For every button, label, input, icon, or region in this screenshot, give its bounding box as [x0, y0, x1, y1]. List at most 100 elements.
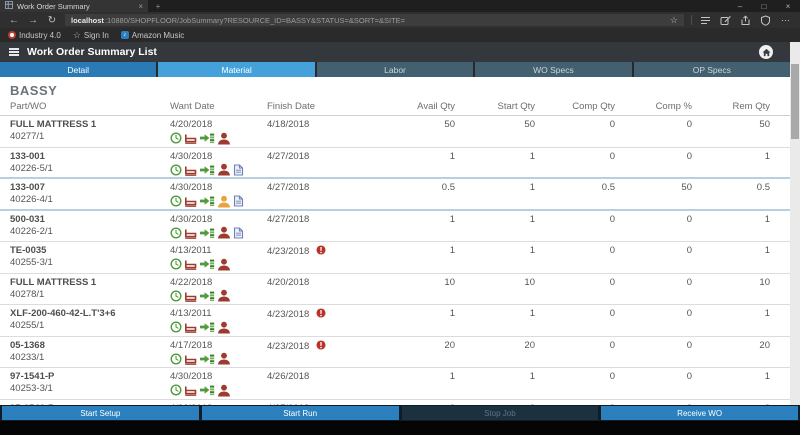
issue-material-icon[interactable] — [199, 132, 215, 144]
tab-wo-specs[interactable]: WO Specs — [475, 62, 632, 77]
comp-pct: 0 — [686, 339, 692, 351]
clock-icon[interactable] — [170, 195, 182, 207]
back-button[interactable]: ← — [9, 14, 19, 26]
clock-icon[interactable] — [170, 384, 182, 396]
table-row[interactable]: FULL MATTRESS 1 40278/1 4/22/2018 — [0, 274, 790, 305]
clock-icon[interactable] — [170, 321, 182, 333]
more-options-icon[interactable]: ⋯ — [781, 14, 790, 25]
want-date: 4/22/2018 — [170, 276, 213, 288]
table-row[interactable]: 133-001 40226-5/1 4/30/2018 — [0, 148, 790, 179]
rem-qty: 1 — [764, 213, 770, 225]
clock-icon[interactable] — [170, 352, 182, 365]
want-date: 4/17/2018 — [170, 339, 213, 351]
clock-icon[interactable] — [170, 258, 182, 270]
issue-material-icon[interactable] — [199, 227, 215, 239]
tab-op-specs[interactable]: OP Specs — [633, 62, 791, 77]
document-icon[interactable] — [233, 226, 244, 239]
browser-tab[interactable]: Work Order Summary × — [0, 0, 148, 12]
issue-material-icon[interactable] — [199, 353, 215, 365]
tab-detail[interactable]: Detail — [0, 62, 157, 77]
favorite-amazon-music[interactable]: ♪ Amazon Music — [120, 31, 184, 40]
tab-labor[interactable]: Labor — [316, 62, 474, 77]
table-row[interactable]: 97-1541-P 40236-4/1 4/30/2018 — [0, 400, 790, 406]
machine-icon[interactable] — [184, 164, 197, 176]
window-maximize-button[interactable]: □ — [761, 1, 767, 11]
part-number: XLF-200-460-42-L.T'3+6 — [10, 308, 116, 319]
new-tab-button[interactable]: + — [155, 1, 161, 11]
table-row[interactable]: 97-1541-P 40253-3/1 4/30/2018 — [0, 368, 790, 400]
wo-number: 40226-4/1 — [10, 194, 53, 206]
machine-icon[interactable] — [184, 321, 197, 333]
forward-button[interactable]: → — [28, 14, 38, 26]
industry-favicon-icon — [8, 31, 16, 39]
operator-person-icon[interactable] — [217, 195, 231, 208]
start-run-button[interactable]: Start Run — [201, 406, 399, 420]
want-date: 4/30/2018 — [170, 371, 213, 382]
part-number: 97-1541-P — [10, 403, 170, 406]
table-row[interactable]: XLF-200-460-42-L.T'3+6 40255/1 4/13/2011 — [0, 305, 790, 337]
refresh-button[interactable]: ↻ — [47, 14, 57, 26]
machine-icon[interactable] — [184, 353, 197, 365]
machine-icon[interactable] — [184, 384, 197, 396]
reading-list-icon[interactable] — [699, 15, 712, 26]
amazon-music-favicon-icon: ♪ — [120, 31, 129, 39]
favorite-star-icon[interactable]: ☆ — [669, 14, 678, 25]
profile-shield-icon[interactable] — [759, 14, 772, 26]
avail-qty: 1 — [449, 308, 455, 319]
stop-job-button[interactable]: Stop Job — [401, 406, 599, 420]
clock-icon[interactable] — [170, 289, 182, 302]
issue-material-icon[interactable] — [199, 290, 215, 302]
scrollbar-thumb[interactable] — [791, 64, 799, 139]
issue-material-icon[interactable] — [199, 384, 215, 396]
machine-icon[interactable] — [184, 227, 197, 239]
hub-icon[interactable] — [739, 15, 752, 26]
table-row[interactable]: 05-1368 40233/1 4/17/2018 — [0, 337, 790, 368]
window-minimize-button[interactable]: – — [737, 1, 743, 11]
receive-wo-button[interactable]: Receive WO — [601, 406, 798, 420]
table-row[interactable]: FULL MATTRESS 1 40277/1 4/20/2018 — [0, 116, 790, 148]
machine-icon[interactable] — [184, 258, 197, 270]
operator-person-icon[interactable] — [217, 163, 231, 176]
machine-icon[interactable] — [184, 195, 197, 207]
operator-person-icon[interactable] — [217, 132, 231, 145]
machine-icon[interactable] — [184, 290, 197, 302]
operator-person-icon[interactable] — [217, 352, 231, 365]
table-row[interactable]: 133-007 40226-4/1 4/30/2018 — [0, 179, 790, 211]
table-row[interactable]: TE-0035 40255-3/1 4/13/2011 — [0, 242, 790, 274]
web-note-icon[interactable] — [719, 15, 732, 26]
window-close-button[interactable]: × — [785, 1, 791, 11]
operator-person-icon[interactable] — [217, 289, 231, 302]
comp-qty: 0 — [609, 150, 615, 162]
scrollbar[interactable] — [790, 42, 800, 421]
home-icon — [761, 48, 771, 56]
col-avail-qty: Avail Qty — [417, 101, 455, 112]
table-body: FULL MATTRESS 1 40277/1 4/20/2018 — [0, 116, 790, 405]
machine-icon[interactable] — [184, 132, 197, 144]
favorite-industry[interactable]: Industry 4.0 — [8, 31, 61, 40]
table-row[interactable]: 500-031 40226-2/1 4/30/2018 — [0, 211, 790, 242]
tab-material[interactable]: Material — [158, 62, 315, 77]
table-header-row: Part/WO Want Date Finish Date Avail Qty … — [0, 101, 790, 116]
tab-close-icon[interactable]: × — [138, 1, 143, 11]
operator-person-icon[interactable] — [217, 384, 231, 397]
issue-material-icon[interactable] — [199, 164, 215, 176]
favorite-sign-in[interactable]: ☆ Sign In — [73, 30, 109, 41]
issue-material-icon[interactable] — [199, 321, 215, 333]
clock-icon[interactable] — [170, 226, 182, 239]
issue-material-icon[interactable] — [199, 258, 215, 270]
operator-person-icon[interactable] — [217, 321, 231, 334]
menu-icon[interactable] — [9, 48, 19, 56]
operator-person-icon[interactable] — [217, 258, 231, 271]
document-icon[interactable] — [233, 195, 244, 207]
operator-person-icon[interactable] — [217, 226, 231, 239]
start-setup-button[interactable]: Start Setup — [2, 406, 199, 420]
document-icon[interactable] — [233, 163, 244, 176]
address-bar[interactable]: localhost :10880/SHOPFLOOR/JobSummary?RE… — [65, 14, 684, 26]
wo-number: 40233/1 — [10, 351, 45, 363]
part-number: 97-1541-P — [10, 371, 55, 382]
issue-material-icon[interactable] — [199, 195, 215, 207]
clock-icon[interactable] — [170, 163, 182, 176]
finish-date: 4/27/2018 — [267, 182, 310, 193]
home-button[interactable] — [759, 45, 773, 59]
clock-icon[interactable] — [170, 132, 182, 144]
